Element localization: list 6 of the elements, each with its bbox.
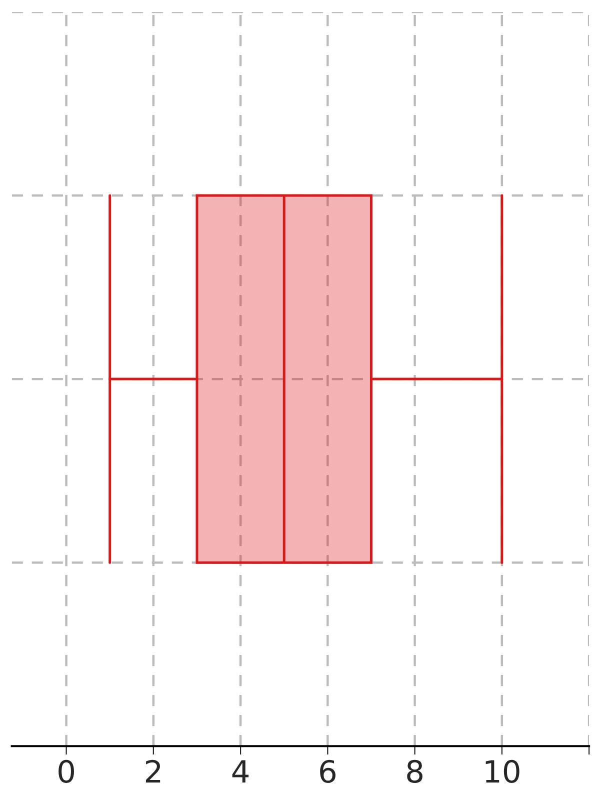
- x-tick-label: 4: [232, 760, 249, 783]
- x-tick-label: 2: [146, 760, 160, 783]
- x-tick-label: 10: [486, 760, 520, 783]
- x-tick-label: 8: [407, 760, 422, 783]
- x-tick-label: 0: [58, 760, 74, 783]
- x-tick-label: 6: [320, 760, 336, 783]
